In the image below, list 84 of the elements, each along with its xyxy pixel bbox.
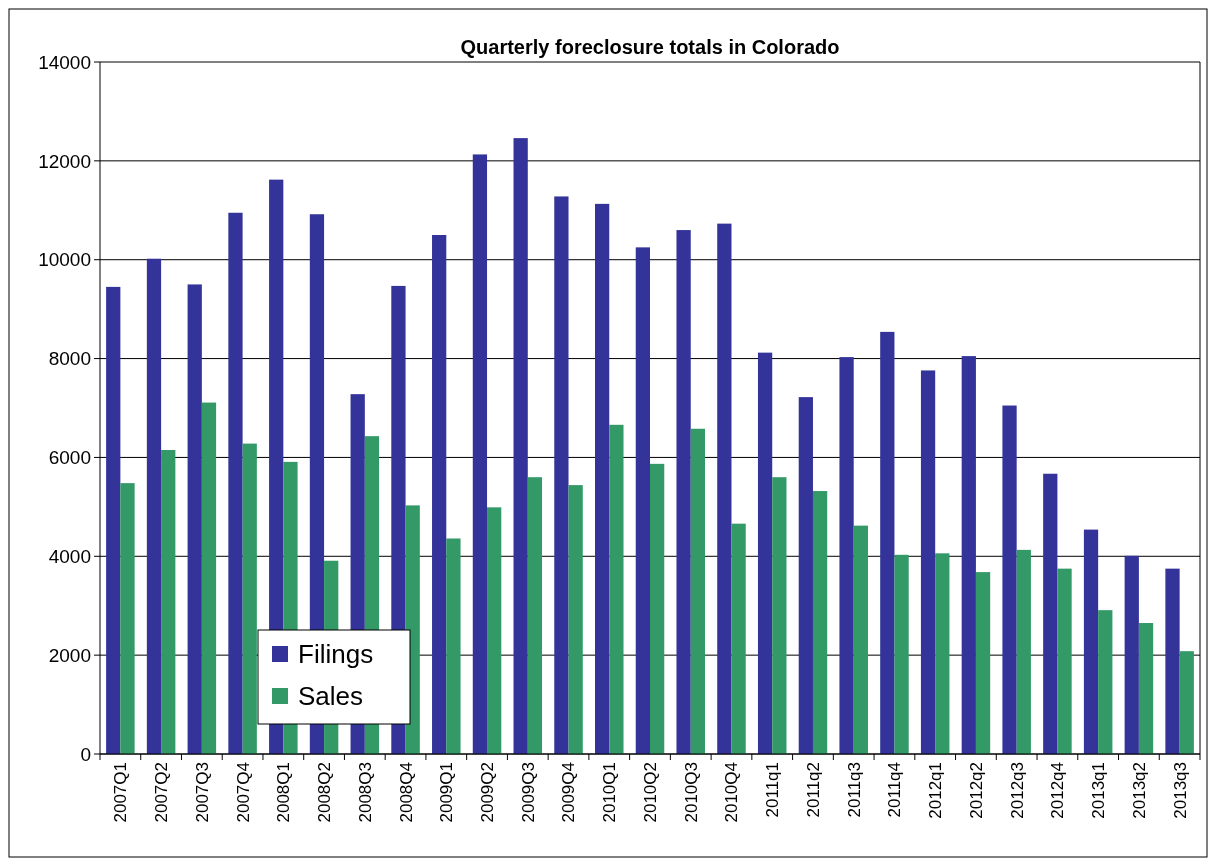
bar bbox=[487, 507, 502, 754]
bar bbox=[106, 286, 121, 754]
bar bbox=[1098, 610, 1113, 754]
bar bbox=[1016, 549, 1031, 754]
bar bbox=[1083, 529, 1099, 754]
bar bbox=[839, 357, 854, 754]
bar bbox=[880, 331, 895, 754]
bar bbox=[472, 154, 488, 754]
bar bbox=[446, 538, 461, 754]
x-tick-label: 2012q3 bbox=[1007, 762, 1027, 819]
bar bbox=[935, 553, 950, 754]
bar bbox=[228, 212, 243, 754]
x-tick-label: 2011q4 bbox=[885, 762, 905, 818]
x-tick-label: 2009Q3 bbox=[518, 762, 538, 823]
bar bbox=[187, 284, 202, 754]
x-tick-label: 2009Q4 bbox=[559, 762, 579, 823]
x-tick-label: 2012q4 bbox=[1048, 762, 1068, 819]
bar bbox=[513, 138, 528, 754]
x-tick-label: 2008Q4 bbox=[396, 762, 416, 823]
x-tick-label: 2012q1 bbox=[926, 762, 946, 819]
x-tick-label: 2009Q1 bbox=[437, 762, 457, 823]
bar bbox=[1179, 651, 1194, 754]
bar bbox=[975, 572, 991, 754]
x-tick-label: 2007Q2 bbox=[152, 762, 172, 823]
bar bbox=[609, 424, 624, 754]
x-tick-label: 2008Q1 bbox=[274, 762, 294, 823]
bar bbox=[1002, 405, 1017, 754]
bar bbox=[772, 477, 787, 754]
y-tick-label: 12000 bbox=[38, 150, 91, 172]
y-tick-label: 4000 bbox=[48, 545, 91, 567]
y-tick-label: 8000 bbox=[48, 348, 91, 370]
bar bbox=[961, 356, 976, 754]
bar bbox=[731, 523, 746, 754]
x-tick-label: 2008Q3 bbox=[355, 762, 375, 823]
x-tick-label: 2007Q1 bbox=[111, 762, 131, 823]
bar bbox=[527, 477, 543, 754]
x-tick-label: 2010Q2 bbox=[640, 762, 660, 823]
x-tick-label: 2007Q3 bbox=[192, 762, 212, 823]
x-tick-label: 2010Q4 bbox=[722, 762, 742, 823]
bar bbox=[595, 203, 610, 754]
y-tick-label: 10000 bbox=[38, 249, 91, 271]
bar bbox=[120, 483, 135, 754]
x-tick-label: 2011q2 bbox=[803, 762, 823, 818]
bar bbox=[798, 397, 813, 754]
x-tick-label: 2013q2 bbox=[1129, 762, 1149, 819]
x-tick-label: 2013q3 bbox=[1170, 762, 1190, 819]
y-tick-label: 0 bbox=[80, 743, 91, 765]
bar bbox=[1138, 623, 1154, 754]
bar bbox=[812, 491, 828, 754]
x-tick-label: 2010Q3 bbox=[681, 762, 701, 823]
legend-label: Sales bbox=[298, 681, 364, 712]
y-tick-label: 6000 bbox=[48, 447, 91, 469]
bar bbox=[554, 196, 569, 754]
y-tick-label: 14000 bbox=[38, 51, 91, 73]
bar bbox=[161, 450, 176, 754]
bar bbox=[432, 235, 447, 754]
x-tick-label: 2010Q1 bbox=[600, 762, 620, 823]
x-tick-label: 2007Q4 bbox=[233, 762, 253, 823]
bar bbox=[1165, 568, 1180, 754]
bar bbox=[1124, 555, 1139, 754]
x-tick-label: 2012q2 bbox=[966, 762, 986, 819]
chart-title: Quarterly foreclosure totals in Colorado bbox=[460, 36, 840, 58]
y-tick-label: 2000 bbox=[48, 644, 91, 666]
bar bbox=[650, 463, 665, 754]
x-tick-label: 2011q1 bbox=[763, 762, 783, 818]
x-tick-label: 2008Q2 bbox=[315, 762, 335, 823]
bar bbox=[568, 485, 583, 754]
bar bbox=[242, 443, 257, 754]
x-tick-label: 2009Q2 bbox=[477, 762, 497, 823]
bar bbox=[920, 370, 936, 754]
bar bbox=[635, 247, 650, 754]
bar bbox=[717, 223, 732, 754]
bar bbox=[1057, 568, 1072, 754]
bar bbox=[676, 230, 691, 754]
bar bbox=[853, 525, 868, 754]
bar bbox=[690, 428, 705, 754]
bar bbox=[201, 402, 217, 754]
legend-label: Filings bbox=[298, 639, 374, 670]
bar bbox=[894, 554, 909, 754]
bar bbox=[1043, 473, 1058, 754]
bar bbox=[146, 258, 162, 754]
x-tick-label: 2013q1 bbox=[1089, 762, 1109, 819]
bar bbox=[757, 352, 773, 754]
x-tick-label: 2011q3 bbox=[844, 762, 864, 818]
